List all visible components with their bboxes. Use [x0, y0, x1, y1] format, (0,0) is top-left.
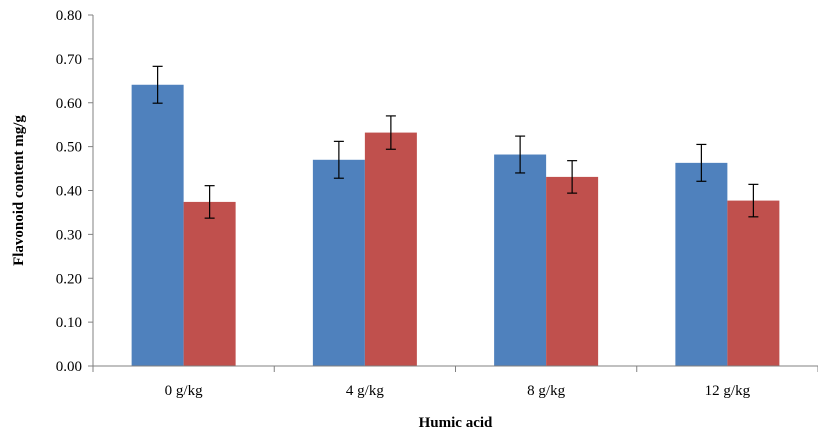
y-axis-title: Flavonoid content mg/g — [11, 115, 27, 266]
y-tick-label: 0.20 — [56, 271, 82, 287]
bar — [494, 154, 547, 366]
error-bars — [152, 65, 759, 219]
bar — [727, 200, 780, 366]
bars — [131, 84, 780, 366]
y-tick-label: 0.00 — [56, 359, 82, 375]
y-tick-label: 0.80 — [56, 8, 82, 24]
y-tick-label: 0.50 — [56, 140, 82, 156]
y-tick-label: 0.40 — [56, 184, 82, 200]
bar — [546, 176, 599, 366]
y-tick-label: 0.30 — [56, 227, 82, 243]
bar — [183, 201, 236, 366]
y-tick-label: 0.10 — [56, 315, 82, 331]
x-axis-title: Humic acid — [419, 415, 493, 431]
bar — [364, 132, 417, 366]
x-axis-ticks: 0 g/kg 4 g/kg 8 g/kg 12 g/kg — [92, 366, 818, 399]
bar — [675, 162, 728, 366]
bar — [312, 159, 365, 366]
x-tick-label: 12 g/kg — [705, 383, 751, 399]
x-tick-label: 0 g/kg — [165, 383, 203, 399]
x-tick-label: 8 g/kg — [527, 383, 565, 399]
y-tick-label: 0.60 — [56, 96, 82, 112]
x-tick-label: 4 g/kg — [346, 383, 384, 399]
bar — [131, 84, 184, 366]
y-axis-ticks: 0.00 0.10 0.20 0.30 0.40 0.50 0.60 0.70 0.80 — [56, 8, 93, 375]
y-tick-label: 0.70 — [56, 52, 82, 68]
